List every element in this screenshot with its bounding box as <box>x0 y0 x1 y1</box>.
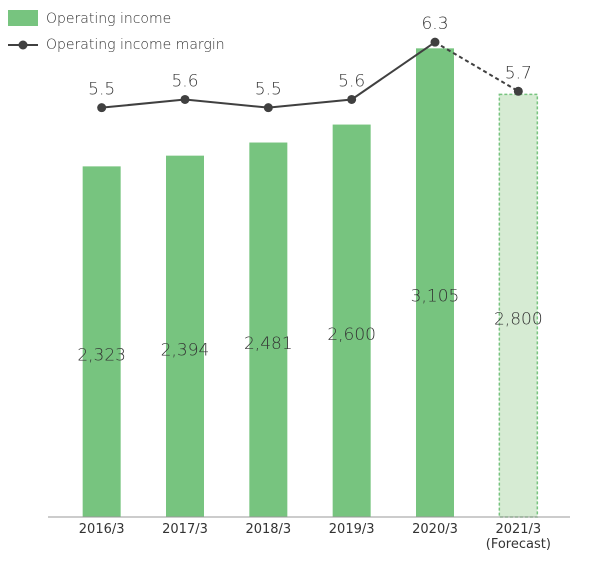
legend-swatch <box>8 10 38 26</box>
bar-value-label: 2,323 <box>77 346 126 366</box>
bar-value-label: 2,481 <box>244 334 293 354</box>
line-point <box>513 86 523 96</box>
bar <box>166 155 204 517</box>
x-tick-label: 2020/3 <box>412 522 458 537</box>
bar-value-label: 2,600 <box>327 325 376 345</box>
line-value-label: 5.5 <box>255 80 282 100</box>
line-value-label: 5.5 <box>88 80 115 100</box>
line-point <box>263 103 273 113</box>
line-point <box>97 103 107 113</box>
line-point <box>430 37 440 47</box>
line-point <box>347 94 357 104</box>
legend-label: Operating income <box>46 11 171 27</box>
line-forecast <box>434 41 519 93</box>
x-tick-label: 2019/3 <box>328 522 375 537</box>
line-value-label: 5.7 <box>505 63 532 83</box>
line-value-label: 5.6 <box>338 71 365 91</box>
bar <box>416 48 454 518</box>
bar <box>498 93 539 518</box>
x-tick-label: 2016/3 <box>78 522 125 537</box>
x-tick-label: 2017/3 <box>162 522 208 537</box>
line-value-label: 6.3 <box>421 14 448 34</box>
bar-value-label: 2,394 <box>161 340 210 360</box>
x-tick-label: 2021/3 (Forecast) <box>485 522 551 552</box>
bar <box>249 142 288 518</box>
bar <box>332 124 371 517</box>
line-point <box>180 94 190 104</box>
x-tick-label: 2018/3 <box>245 522 292 537</box>
line-value-label: 5.6 <box>171 71 198 91</box>
legend-label: Operating income margin <box>46 37 225 53</box>
legend-marker <box>18 40 28 50</box>
bar <box>82 166 121 517</box>
bar-value-label: 3,105 <box>411 287 460 307</box>
bar-value-label: 2,800 <box>494 310 543 330</box>
